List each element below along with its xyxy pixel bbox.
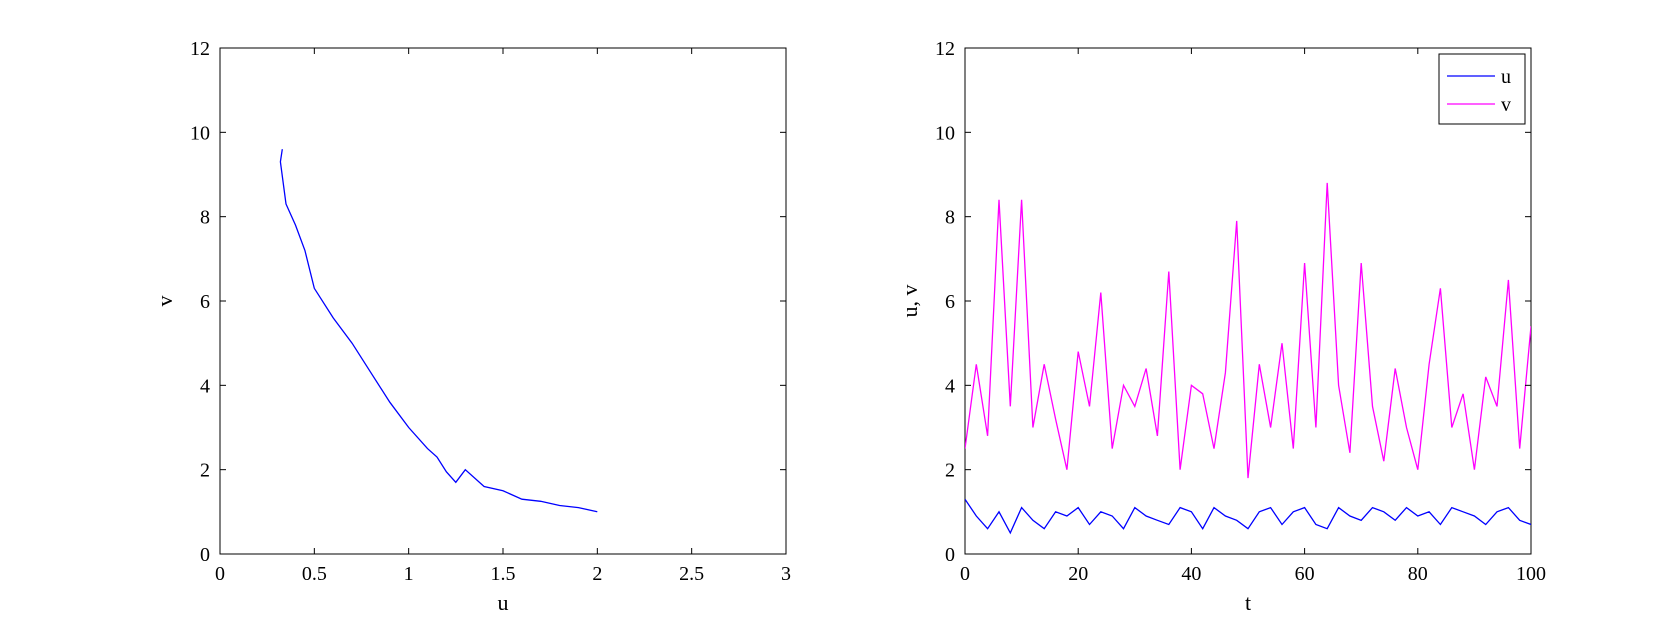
series-line-u (965, 498, 1531, 535)
time-series-plot: 0 20 40 60 80 100 0 2 4 6 8 10 12 t u, v uv (897, 38, 1546, 615)
x-tick-label: 20 (1068, 563, 1088, 585)
legend-label-u: u (1501, 66, 1511, 88)
y-axis-label: u, v (897, 285, 922, 318)
legend: uv (1438, 53, 1526, 125)
x-tick-label: 40 (1181, 563, 1201, 585)
legend-label-v: v (1501, 94, 1511, 116)
x-tick-label: 60 (1295, 563, 1315, 585)
x-tick-label: 2 (592, 563, 602, 585)
x-tick-label: 1 (404, 563, 414, 585)
series-line-v (965, 182, 1531, 479)
y-tick-label: 0 (200, 544, 210, 566)
phase-plot-u-v: 0 0.5 1 1.5 2 2.5 3 0 2 4 6 8 10 12 u v (152, 38, 791, 615)
y-tick-label: 8 (200, 207, 210, 229)
x-axis-label: t (1245, 590, 1251, 615)
y-tick-label: 8 (945, 207, 955, 229)
y-tick-label: 0 (945, 544, 955, 566)
y-tick-label: 12 (190, 38, 210, 60)
x-tick-label: 0.5 (302, 563, 327, 585)
y-tick-label: 4 (200, 375, 210, 397)
axes-frame (219, 47, 787, 555)
x-tick-label: 2.5 (679, 563, 704, 585)
y-tick-label: 2 (945, 460, 955, 482)
x-tick-label: 3 (781, 563, 791, 585)
y-tick-label: 4 (945, 375, 955, 397)
x-tick-label: 0 (960, 563, 970, 585)
y-axis-label: v (152, 296, 177, 307)
x-tick-label: 0 (215, 563, 225, 585)
x-tick-label: 80 (1408, 563, 1428, 585)
y-tick-label: 6 (200, 291, 210, 313)
x-axis-label: u (498, 590, 509, 615)
y-tick-label: 6 (945, 291, 955, 313)
legend-box (1438, 53, 1526, 125)
y-tick-label: 10 (935, 122, 955, 144)
x-tick-label: 1.5 (491, 563, 516, 585)
x-tick-label: 100 (1516, 563, 1546, 585)
y-tick-label: 2 (200, 460, 210, 482)
y-tick-label: 12 (935, 38, 955, 60)
series-line-series-0 (279, 149, 598, 513)
y-tick-label: 10 (190, 122, 210, 144)
